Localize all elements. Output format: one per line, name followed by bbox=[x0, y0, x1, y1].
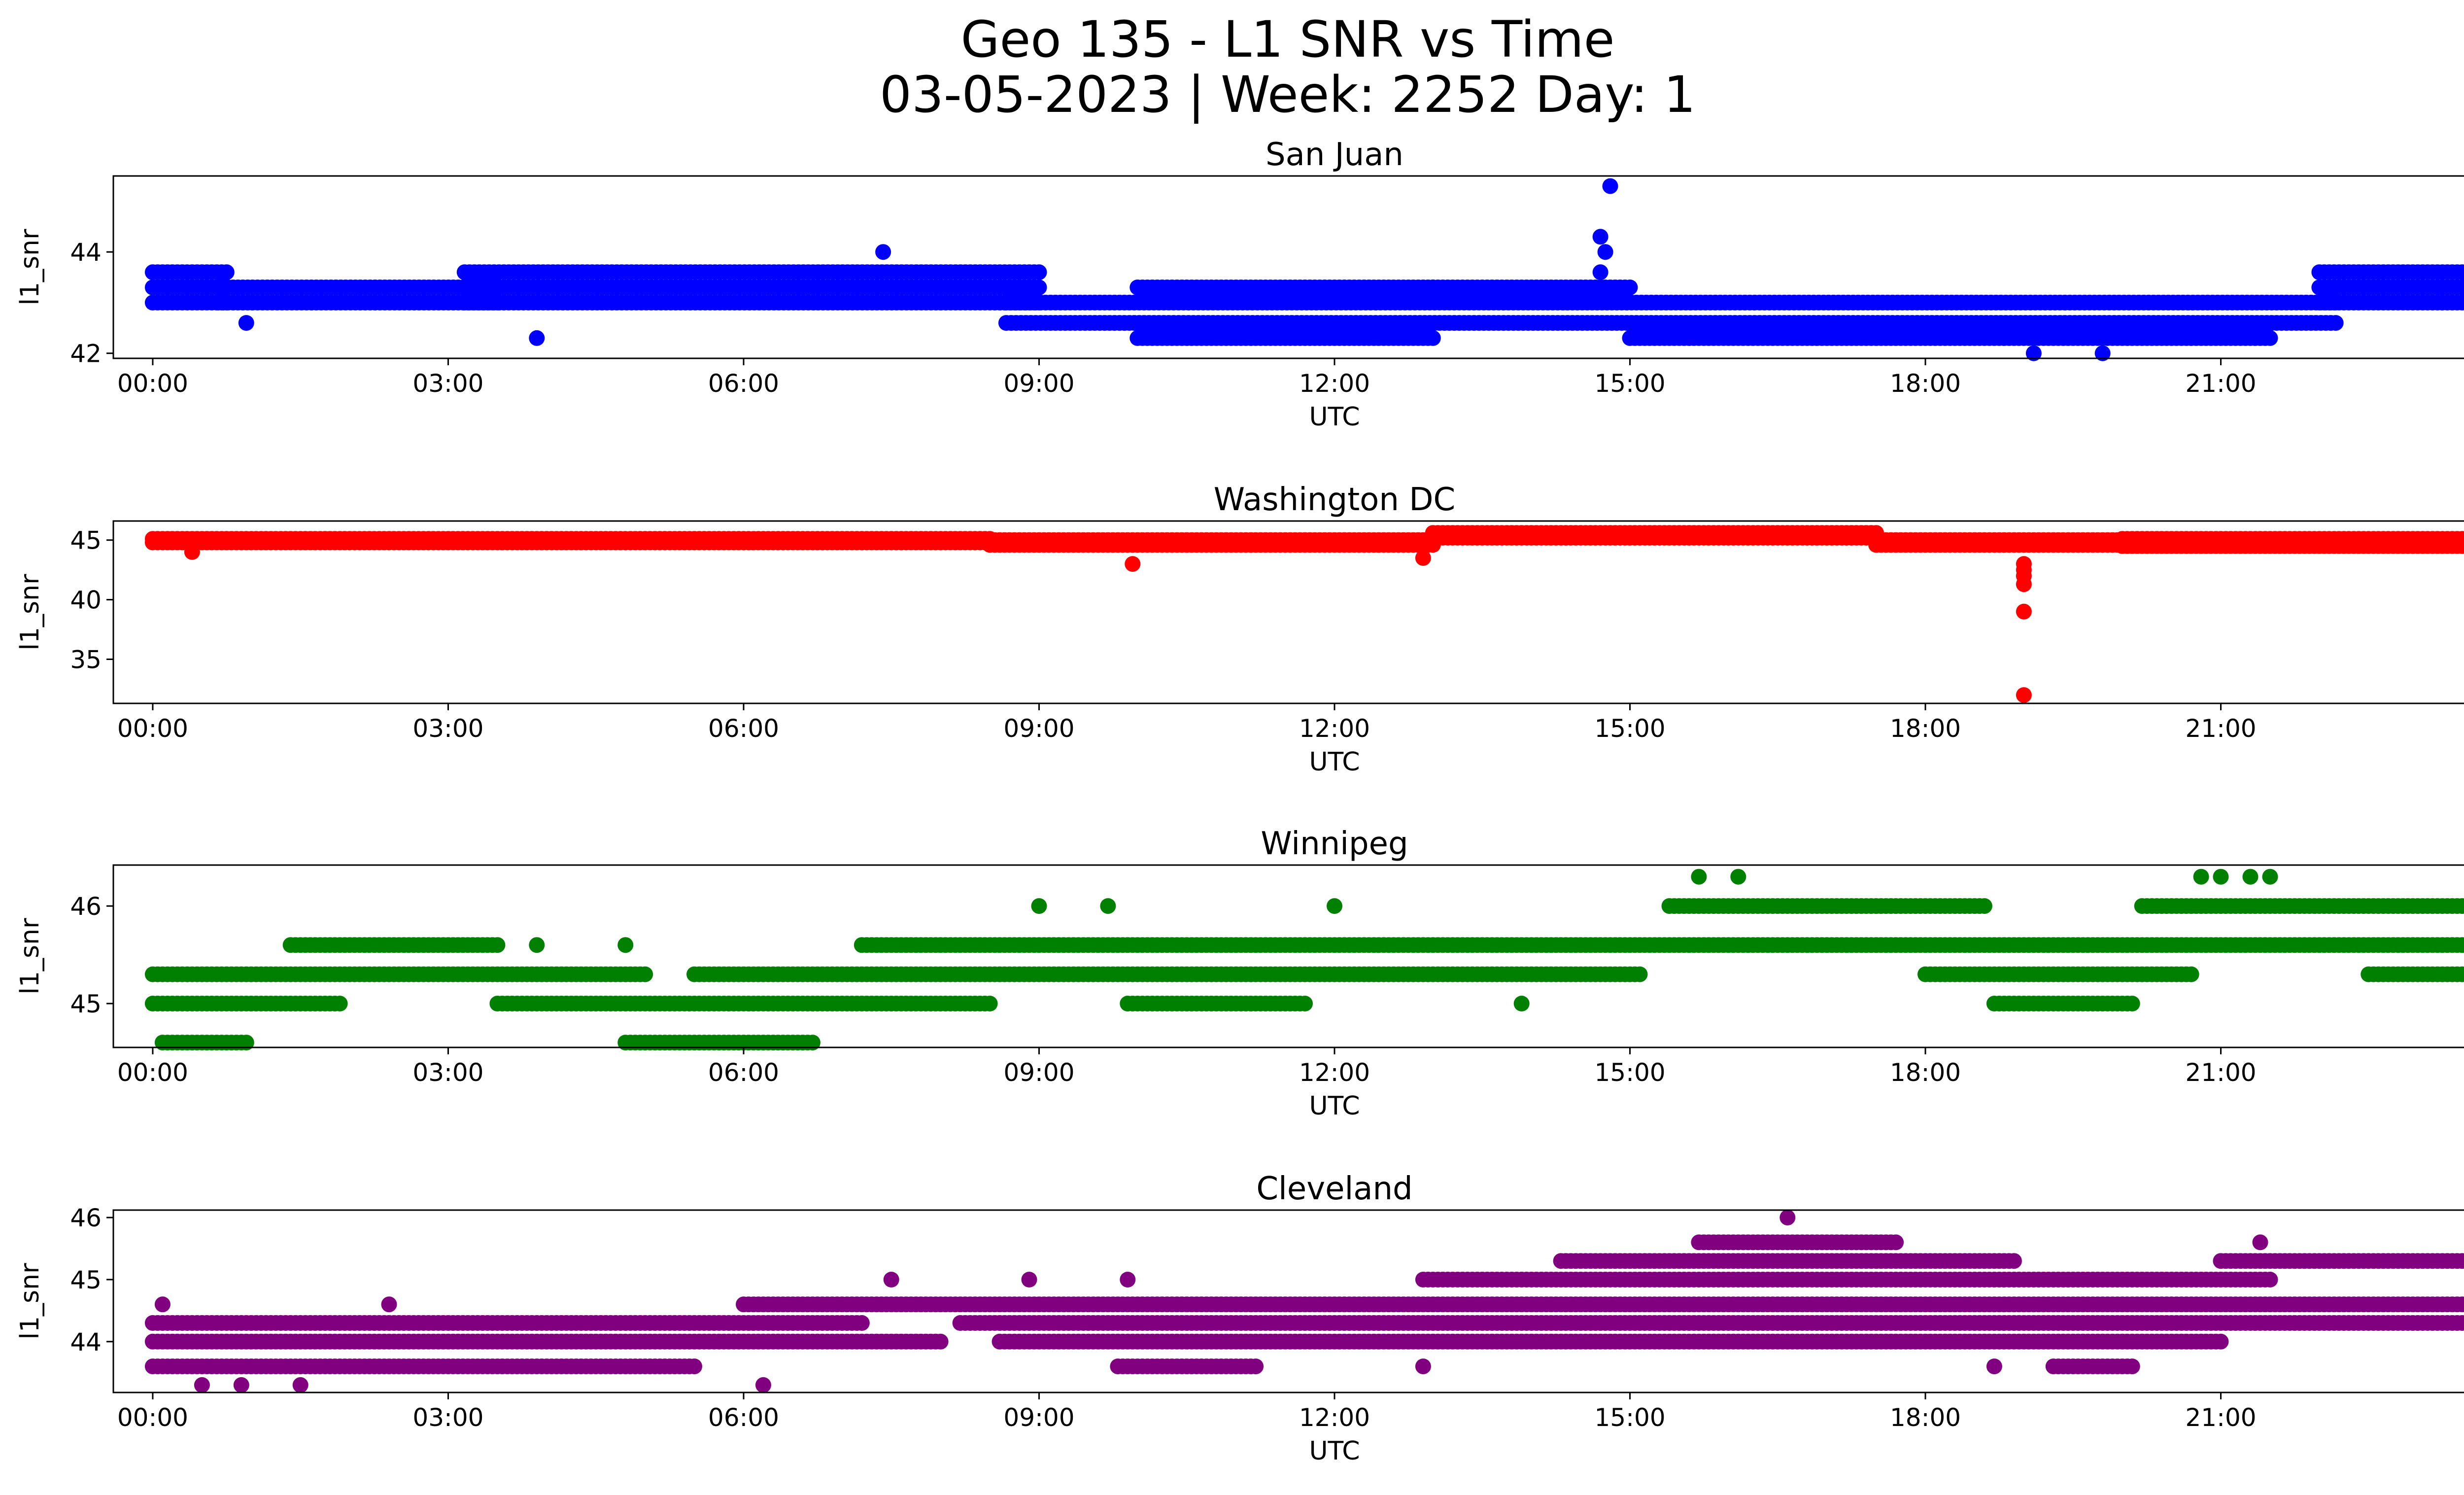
y-tick-label: 45 bbox=[70, 990, 102, 1018]
data-point bbox=[2327, 315, 2344, 331]
data-point bbox=[2124, 996, 2140, 1011]
data-point bbox=[2262, 869, 2278, 885]
data-point bbox=[2016, 576, 2032, 592]
data-point bbox=[2094, 345, 2111, 361]
scatter-series bbox=[144, 178, 2464, 361]
x-tick-label: 09:00 bbox=[1003, 1058, 1074, 1087]
y-tick-label: 40 bbox=[70, 586, 102, 615]
x-tick-label: 18:00 bbox=[1890, 714, 1961, 743]
data-point bbox=[489, 937, 506, 953]
x-tick-label: 03:00 bbox=[412, 369, 483, 398]
data-point bbox=[1100, 898, 1116, 914]
x-axis-label: UTC bbox=[1309, 747, 1360, 777]
data-point bbox=[238, 315, 254, 331]
data-point bbox=[184, 544, 200, 560]
data-point bbox=[1691, 869, 1707, 885]
figure-title-line2: 03-05-2023 | Week: 2252 Day: 1 bbox=[880, 66, 1696, 124]
data-point bbox=[2193, 869, 2209, 885]
data-point bbox=[2459, 265, 2464, 280]
figure-title-line1: Geo 135 - L1 SNR vs Time bbox=[960, 10, 1615, 69]
data-point bbox=[2459, 280, 2464, 295]
data-point bbox=[1597, 244, 1613, 260]
panel-title: Cleveland bbox=[1256, 1171, 1412, 1207]
x-axis-label: UTC bbox=[1309, 1091, 1360, 1121]
x-tick-label: 06:00 bbox=[708, 369, 779, 398]
data-point bbox=[1125, 556, 1141, 572]
data-point bbox=[875, 244, 891, 260]
data-point bbox=[2213, 869, 2229, 885]
data-point bbox=[2242, 869, 2259, 885]
y-tick-label: 44 bbox=[70, 238, 102, 267]
data-point bbox=[1031, 898, 1047, 914]
data-point bbox=[1730, 869, 1746, 885]
x-tick-label: 15:00 bbox=[1594, 1058, 1665, 1087]
panel-title: Washington DC bbox=[1214, 482, 1455, 518]
data-point bbox=[637, 966, 653, 982]
x-tick-label: 21:00 bbox=[2186, 714, 2257, 743]
plot-frame bbox=[112, 864, 2464, 1048]
data-point bbox=[982, 996, 998, 1011]
y-tick-label: 45 bbox=[70, 526, 102, 555]
data-point bbox=[2262, 330, 2278, 346]
data-point bbox=[686, 1358, 702, 1375]
x-tick-label: 15:00 bbox=[1594, 714, 1665, 743]
y-axis-label: l1_snr bbox=[15, 574, 45, 651]
data-point bbox=[1513, 996, 1530, 1011]
y-tick-label: 35 bbox=[70, 646, 102, 674]
data-point bbox=[1602, 178, 1618, 194]
scatter-series bbox=[144, 1210, 2464, 1393]
x-tick-label: 18:00 bbox=[1890, 369, 1961, 398]
data-point bbox=[529, 937, 545, 953]
scatter-series bbox=[144, 869, 2464, 1051]
x-tick-label: 15:00 bbox=[1594, 369, 1665, 398]
data-point bbox=[1976, 898, 1992, 914]
data-point bbox=[1031, 264, 1047, 280]
x-tick-label: 12:00 bbox=[1299, 369, 1370, 398]
data-point bbox=[1425, 330, 1441, 346]
x-tick-label: 21:00 bbox=[2186, 1058, 2257, 1087]
data-point bbox=[1622, 279, 1638, 296]
panel-title: San Juan bbox=[1266, 137, 1403, 173]
data-point bbox=[2025, 345, 2042, 361]
scatter-series bbox=[144, 525, 2464, 703]
x-tick-label: 18:00 bbox=[1890, 1058, 1961, 1087]
data-point bbox=[1297, 996, 1313, 1011]
data-point bbox=[2016, 603, 2032, 620]
data-point bbox=[529, 330, 545, 346]
x-tick-label: 12:00 bbox=[1299, 714, 1370, 743]
x-tick-label: 09:00 bbox=[1003, 369, 1074, 398]
x-tick-label: 12:00 bbox=[1299, 1058, 1370, 1087]
x-tick-label: 00:00 bbox=[117, 369, 188, 398]
data-point bbox=[1031, 279, 1047, 296]
y-axis-label: l1_snr bbox=[15, 229, 45, 306]
y-axis-label: l1_snr bbox=[15, 918, 45, 995]
x-tick-label: 00:00 bbox=[117, 1058, 188, 1087]
data-point bbox=[1632, 966, 1648, 982]
x-tick-label: 00:00 bbox=[117, 714, 188, 743]
data-point bbox=[1592, 264, 1608, 280]
data-point bbox=[932, 1333, 949, 1350]
data-point bbox=[218, 264, 235, 280]
panel-title: Winnipeg bbox=[1261, 826, 1408, 862]
data-point bbox=[2459, 295, 2464, 310]
x-tick-label: 03:00 bbox=[412, 714, 483, 743]
y-tick-label: 46 bbox=[70, 892, 102, 921]
data-point bbox=[617, 937, 634, 953]
x-tick-label: 09:00 bbox=[1003, 714, 1074, 743]
data-point bbox=[1415, 550, 1431, 566]
data-point bbox=[1592, 229, 1608, 245]
x-tick-label: 06:00 bbox=[708, 1058, 779, 1087]
y-tick-label: 42 bbox=[70, 340, 102, 368]
x-tick-label: 21:00 bbox=[2186, 369, 2257, 398]
data-point bbox=[1327, 898, 1342, 914]
x-tick-label: 06:00 bbox=[708, 714, 779, 743]
data-point bbox=[2183, 966, 2199, 982]
data-point bbox=[854, 1315, 870, 1331]
data-point bbox=[2016, 687, 2032, 703]
x-axis-label: UTC bbox=[1309, 402, 1360, 432]
data-point bbox=[332, 996, 348, 1011]
x-tick-label: 03:00 bbox=[412, 1058, 483, 1087]
